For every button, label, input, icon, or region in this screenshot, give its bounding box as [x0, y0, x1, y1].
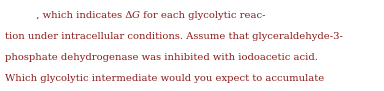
Text: Which glycolytic intermediate would you expect to accumulate: Which glycolytic intermediate would you …: [5, 74, 324, 83]
Text: G: G: [132, 11, 140, 20]
Text: for each glycolytic reac-: for each glycolytic reac-: [140, 11, 266, 20]
Text: , which indicates Δ: , which indicates Δ: [5, 11, 132, 20]
Text: phosphate dehydrogenase was inhibited with iodoacetic acid.: phosphate dehydrogenase was inhibited wi…: [5, 53, 318, 62]
Text: tion under intracellular conditions. Assume that glyceraldehyde-3-: tion under intracellular conditions. Ass…: [5, 32, 343, 41]
